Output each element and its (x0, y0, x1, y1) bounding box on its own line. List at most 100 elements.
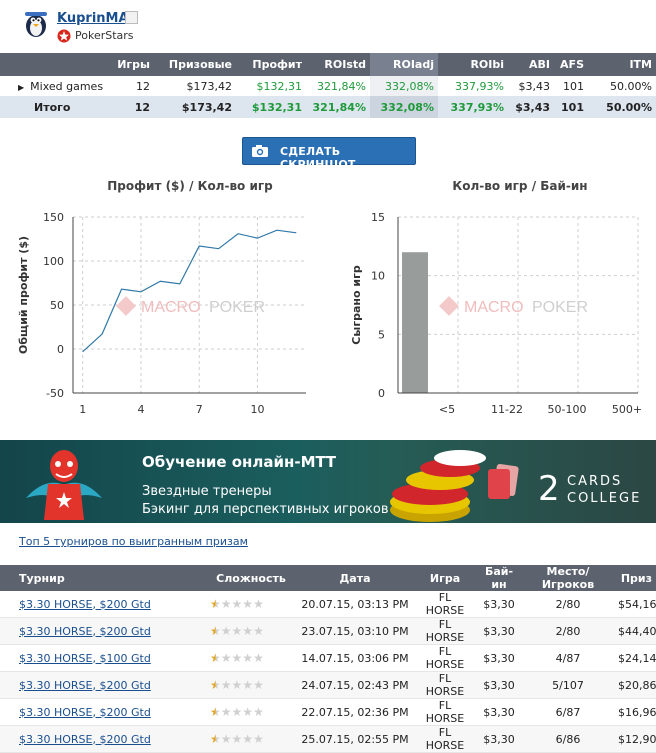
tournament-game: FL HORSE (414, 725, 476, 753)
th-place[interactable]: Место/Игроков (522, 565, 614, 591)
bar (402, 252, 428, 393)
star-icon: ★ (253, 597, 264, 611)
tournament-buyin: $3,30 (476, 671, 522, 699)
tournament-place: 4/87 (522, 644, 614, 672)
tournament-link[interactable]: $3.30 HORSE, $200 Gtd (19, 678, 151, 692)
star-icon: ★ (220, 624, 232, 638)
copy-icon[interactable] (125, 11, 138, 24)
tournament-prize: $24,14 (614, 644, 656, 672)
tournament-buyin: $3,30 (476, 725, 522, 753)
profit-chart-title: Профит ($) / Кол-во игр (107, 179, 273, 193)
tournament-date: 14.07.15, 03:06 PM (296, 644, 414, 672)
th-prize[interactable]: Приз (614, 565, 656, 591)
stats-row-mixed-games[interactable]: ▶ Mixed games 12 $173,42 $132,31 321,84% … (0, 76, 656, 96)
table-row: $3.30 HORSE, $200 Gtd ★★★★★ 20.07.15, 03:1… (0, 591, 656, 618)
stats-header-afs[interactable]: AFS (554, 53, 588, 76)
stats-roiadj: 332,08% (370, 76, 438, 96)
room-name: PokerStars (75, 29, 134, 42)
take-screenshot-button[interactable]: СДЕЛАТЬ СКРИНШОТ (242, 137, 416, 171)
stats-header-roistd[interactable]: ROIstd (306, 53, 370, 76)
star-icon: ★ (253, 651, 264, 665)
tournaments-table: Турнир Сложность Дата Игра Бай-ин Место/… (0, 565, 656, 753)
watermark-text-2: POKER (209, 299, 265, 316)
camera-icon (252, 145, 268, 157)
banner-line1: Звездные тренеры (142, 484, 272, 499)
stats-header-profit[interactable]: Профит (236, 53, 306, 76)
stats-roibi: 337,93% (455, 79, 504, 93)
tournament-link[interactable]: $3.30 HORSE, $200 Gtd (19, 705, 151, 719)
player-name-link[interactable]: KuprinMA (57, 11, 129, 26)
star-icon: ★ (231, 624, 243, 638)
x-tick-label: 10 (250, 403, 264, 416)
tournament-buyin: $3,30 (476, 617, 522, 645)
superhero-mascot-icon (26, 450, 102, 520)
stats-header-prize[interactable]: Призовые (154, 53, 236, 76)
stats-abi: $3,43 (518, 79, 551, 93)
star-icon: ★ (220, 732, 232, 746)
difficulty-stars: ★★★★★ (210, 732, 264, 746)
x-tick-label: 4 (137, 403, 144, 416)
cards-logo-icon (488, 464, 519, 499)
macropoker-watermark: MACRO POKER (116, 296, 265, 316)
star-icon: ★ (242, 678, 254, 692)
tournament-place: 2/80 (522, 617, 614, 645)
tournament-date: 20.07.15, 03:13 PM (296, 591, 414, 618)
star-icon: ★ (242, 732, 254, 746)
top5-tournaments-link[interactable]: Топ 5 турниров по выигранным призам (19, 535, 248, 548)
star-icon: ★ (242, 624, 254, 638)
th-date[interactable]: Дата (296, 565, 414, 591)
stats-prize: $173,42 (186, 79, 233, 93)
stats-itm: 50.00% (610, 79, 652, 93)
star-icon: ★ (210, 597, 221, 611)
profit-chart: MACRO POKER -50 0 50 100 150 1 4 7 10 Общий профи… (17, 211, 306, 416)
star-icon: ★ (210, 624, 221, 638)
games-chart-ylabel: Сыграно игр (350, 265, 363, 345)
y-tick-label: 15 (371, 211, 385, 224)
tournament-link[interactable]: $3.30 HORSE, $200 Gtd (19, 624, 151, 638)
star-icon: ★ (231, 651, 243, 665)
tournament-prize: $20,86 (614, 671, 656, 699)
player-header: KuprinMA PokerStars (0, 0, 656, 52)
expand-triangle-icon[interactable]: ▶ (18, 82, 25, 92)
total-prize: $173,42 (154, 96, 236, 118)
tournament-link[interactable]: $3.30 HORSE, $200 Gtd (19, 597, 151, 611)
star-icon: ★ (231, 732, 243, 746)
tournament-link[interactable]: $3.30 HORSE, $100 Gtd (19, 651, 151, 665)
stats-games: 12 (136, 79, 150, 93)
banner-title: Обучение онлайн-МТТ (142, 453, 337, 471)
tournament-prize: $44,40 (614, 617, 656, 645)
difficulty-stars: ★★★★★ (210, 705, 264, 719)
tournament-place: 2/80 (522, 591, 614, 618)
table-row: $3.30 HORSE, $200 Gtd ★★★★★ 24.07.15, 02:4… (0, 671, 656, 699)
stats-header-roiadj[interactable]: ROIadj (370, 53, 438, 76)
star-icon: ★ (253, 624, 264, 638)
tournament-date: 23.07.15, 03:10 PM (296, 617, 414, 645)
y-tick-label: 50 (50, 299, 64, 312)
stats-header-games[interactable]: Игры (112, 53, 154, 76)
y-tick-label: 150 (43, 211, 64, 224)
star-icon: ★ (242, 705, 254, 719)
total-itm: 50.00% (588, 96, 656, 118)
poker-chips-icon (390, 450, 486, 522)
stats-afs: 101 (563, 79, 584, 93)
ad-banner[interactable]: Обучение онлайн-МТТ Звездные тренеры Бэк… (0, 440, 656, 523)
table-row: $3.30 HORSE, $100 Gtd ★★★★★ 14.07.15, 03:0… (0, 644, 656, 672)
y-tick-label: 100 (43, 255, 64, 268)
college-logo-line1: CARDS (567, 474, 623, 489)
screenshot-button-label: СДЕЛАТЬ СКРИНШОТ (280, 145, 356, 171)
stats-profit: $132,31 (256, 79, 303, 93)
star-icon: ★ (210, 678, 221, 692)
stats-header-roibi[interactable]: ROIbi (438, 53, 508, 76)
star-icon: ★ (210, 705, 221, 719)
th-game[interactable]: Игра (414, 565, 476, 591)
profit-chart-ylabel: Общий профит ($) (17, 236, 30, 354)
watermark-text-2: POKER (532, 299, 588, 316)
th-tournament[interactable]: Турнир (0, 565, 206, 591)
stats-header-abi[interactable]: ABI (508, 53, 554, 76)
th-difficulty[interactable]: Сложность (206, 565, 296, 591)
th-buyin[interactable]: Бай-ин (476, 565, 522, 591)
star-icon: ★ (220, 705, 232, 719)
y-tick-label: -50 (46, 387, 64, 400)
stats-header-itm[interactable]: ITM (588, 53, 656, 76)
tournament-link[interactable]: $3.30 HORSE, $200 Gtd (19, 732, 151, 746)
